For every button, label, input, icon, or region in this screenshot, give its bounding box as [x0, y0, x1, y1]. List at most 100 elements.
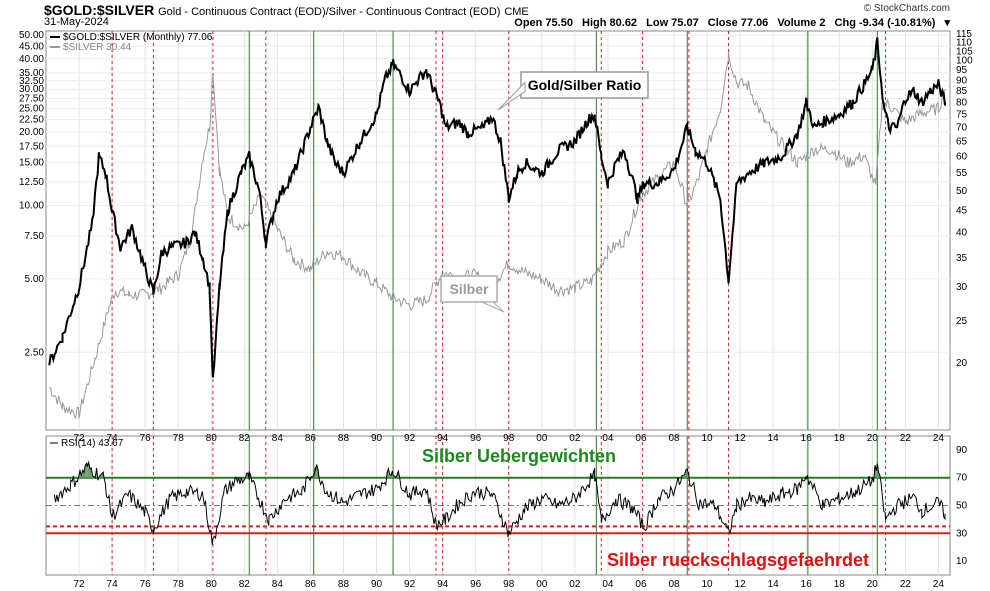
- x-tick-label: 14: [768, 579, 780, 590]
- right-y-tick-label: 40: [956, 228, 968, 239]
- x-tick-label: 12: [735, 579, 747, 590]
- legend-silver-label: $SILVER 30.44: [63, 42, 132, 53]
- right-y-tick-label: 20: [956, 358, 968, 369]
- left-y-tick-label: 25.00: [19, 104, 44, 115]
- ohlc-readout: Open 75.50 High 80.62 Low 75.07 Close 77…: [508, 16, 950, 29]
- rsi-panel: 72 74 76 78 80 82 84 86 88 90 92 94 96 98 00 02 04 06 08 10…: [46, 436, 968, 590]
- x-tick-label: 10: [701, 579, 713, 590]
- dropdown-arrow-icon[interactable]: ▾: [944, 17, 950, 29]
- right-y-tick-label: 95: [956, 65, 968, 76]
- close-value: Close 77.06: [707, 17, 769, 29]
- x-tick-label: 76: [140, 579, 152, 590]
- x-tick-label: 20: [867, 579, 879, 590]
- silver-annotation-pointer: [481, 301, 505, 313]
- right-y-tick-label: 65: [956, 136, 968, 147]
- rsi-legend-label: RSI(14) 43.67: [61, 438, 124, 449]
- rsi-overbought-fill: [246, 473, 248, 478]
- left-y-tick-label: 22.50: [19, 115, 44, 126]
- rsi-overbought-fill: [85, 463, 87, 478]
- right-y-tick-label: 115: [956, 29, 972, 40]
- right-y-tick-label: 110: [956, 38, 972, 49]
- rsi-line: [53, 460, 946, 545]
- oversold-annotation: Silber rueckschlagsgefaehrdet: [607, 550, 869, 570]
- gold-silver-ratio-line: [48, 37, 946, 378]
- rsi-overbought-fill: [90, 468, 92, 478]
- left-y-tick-label: 32.50: [19, 76, 44, 87]
- open-value: Open 75.50: [514, 17, 573, 29]
- right-y-tick-label: 90: [956, 75, 968, 86]
- chart-date: 31-May-2024: [44, 16, 109, 28]
- right-y-tick-label: 70: [956, 123, 968, 134]
- rsi-overbought-fill: [685, 468, 688, 478]
- rsi-overbought-fill: [316, 464, 318, 478]
- x-tick-label: 00: [536, 579, 548, 590]
- symbol-title: $GOLD:$SILVER Gold - Continuous Contract…: [44, 2, 529, 18]
- left-y-tick-label: 45.00: [19, 41, 44, 52]
- left-y-tick-label: 17.50: [19, 141, 44, 152]
- left-y-tick-label: 12.50: [19, 177, 44, 188]
- x-tick-label: 80: [206, 579, 218, 590]
- x-tick-label: 24: [933, 579, 945, 590]
- chart-header: $GOLD:$SILVER Gold - Continuous Contract…: [0, 0, 990, 30]
- left-y-tick-label: 15.00: [19, 158, 44, 169]
- x-tick-label: 74: [107, 579, 119, 590]
- x-tick-label: 08: [668, 579, 680, 590]
- silver-annotation-box: [440, 275, 498, 303]
- overbought-annotation: Silber Uebergewichten: [422, 446, 616, 466]
- rsi-overbought-fill: [86, 463, 88, 478]
- ratio-annotation-pointer: [497, 81, 526, 111]
- left-y-tick-label: 5.00: [25, 274, 45, 285]
- x-tick-label: 96: [470, 579, 482, 590]
- right-y-tick-label: 35: [956, 253, 968, 264]
- right-y-tick-label: 55: [956, 168, 968, 179]
- left-y-tick-label: 40.00: [19, 54, 44, 65]
- left-y-tick-label: 30.00: [19, 84, 44, 95]
- symbol-description: Gold - Continuous Contract (EOD)/Silver …: [158, 6, 501, 18]
- x-tick-label: 78: [173, 579, 185, 590]
- right-y-tick-label: 60: [956, 152, 968, 163]
- exchange: CME: [504, 6, 529, 18]
- right-y-tick-label: 85: [956, 86, 968, 97]
- right-y-tick-label: 45: [956, 206, 968, 217]
- x-tick-label: 72: [73, 579, 85, 590]
- main-panel-frame: [45, 30, 951, 431]
- right-y-tick-label: 25: [956, 316, 968, 327]
- rsi-y-tick-label: 30: [956, 528, 968, 539]
- x-tick-label: 02: [569, 579, 581, 590]
- change-value: Chg -9.34 (-10.81%): [834, 17, 936, 29]
- silver-annotation-label: Silber: [450, 281, 489, 297]
- x-tick-label: 04: [602, 579, 614, 590]
- x-tick-label: 86: [305, 579, 317, 590]
- x-tick-label: 06: [635, 579, 647, 590]
- x-tick-label: 98: [503, 579, 515, 590]
- high-value: High 80.62: [582, 17, 638, 29]
- volume-value: Volume 2: [777, 17, 826, 29]
- low-value: Low 75.07: [646, 17, 699, 29]
- symbol: $GOLD:$SILVER: [44, 2, 155, 18]
- rsi-y-tick-label: 50: [956, 501, 968, 512]
- left-y-tick-label: 35.00: [19, 68, 44, 79]
- rsi-y-tick-label: 90: [956, 445, 968, 456]
- left-y-tick-label: 2.50: [25, 347, 45, 358]
- left-y-tick-label: 10.00: [19, 201, 44, 212]
- x-tick-label: 82: [239, 579, 251, 590]
- x-tick-label: 92: [404, 579, 416, 590]
- right-y-tick-label: 80: [956, 97, 968, 108]
- brand-credit: © StockCharts.com: [863, 3, 950, 14]
- rsi-y-tick-label: 10: [956, 556, 968, 567]
- right-y-tick-label: 50: [956, 186, 968, 197]
- ratio-annotation-label: Gold/Silber Ratio: [528, 77, 642, 93]
- left-y-tick-label: 27.50: [19, 93, 44, 104]
- legend-ratio-label: $GOLD:$SILVER (Monthly) 77.06: [63, 32, 213, 43]
- x-tick-label: 88: [338, 579, 350, 590]
- x-tick-label: 94: [437, 579, 449, 590]
- x-tick-label: 18: [834, 579, 846, 590]
- rsi-y-tick-label: 70: [956, 473, 968, 484]
- left-y-tick-label: 20.00: [19, 127, 44, 138]
- x-tick-label: 22: [900, 579, 912, 590]
- right-y-tick-label: 105: [956, 46, 973, 57]
- right-y-tick-label: 75: [956, 110, 968, 121]
- left-y-tick-label: 50.00: [19, 30, 44, 41]
- x-tick-label: 90: [371, 579, 383, 590]
